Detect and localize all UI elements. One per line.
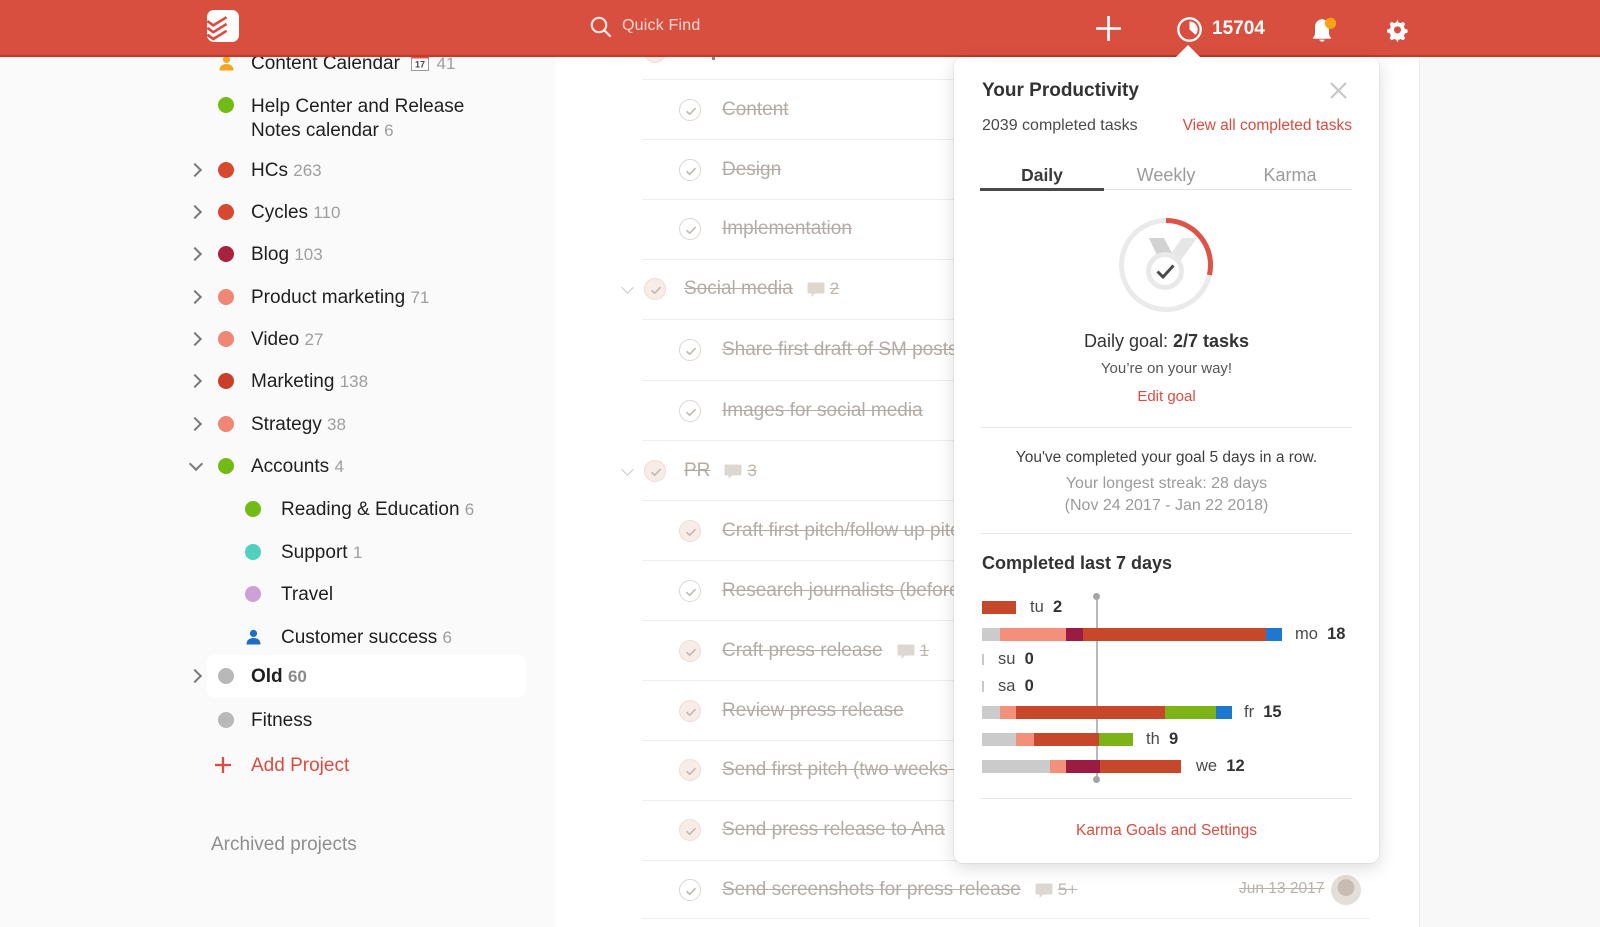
svg-text:17: 17 [415, 60, 425, 70]
